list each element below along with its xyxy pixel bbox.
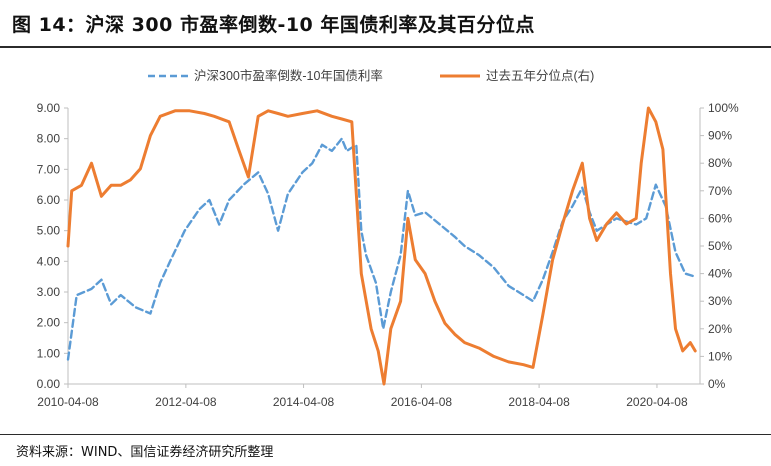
x-tick-label: 2014-04-08	[273, 395, 335, 409]
y-left-tick-label: 6.00	[37, 193, 61, 207]
legend-label: 沪深300市盈率倒数-10年国债利率	[194, 68, 383, 83]
y-left-tick-label: 2.00	[37, 316, 61, 330]
y-right-tick-label: 50%	[708, 239, 732, 253]
y-left-tick-label: 3.00	[37, 285, 61, 299]
y-left-tick-label: 7.00	[37, 162, 61, 176]
y-right-tick-label: 0%	[708, 377, 726, 391]
y-left-tick-label: 5.00	[37, 224, 61, 238]
source-note: 资料来源：WIND、国信证券经济研究所整理	[16, 445, 274, 460]
y-right-tick-label: 10%	[708, 349, 732, 363]
y-right-tick-label: 20%	[708, 322, 732, 336]
y-right-tick-label: 60%	[708, 211, 732, 225]
y-left-tick-label: 0.00	[37, 377, 61, 391]
x-tick-label: 2010-04-08	[37, 395, 99, 409]
figure-footer: 资料来源：WIND、国信证券经济研究所整理	[0, 434, 771, 466]
x-tick-label: 2020-04-08	[626, 395, 688, 409]
legend-label: 过去五年分位点(右)	[486, 68, 594, 83]
y-left-tick-label: 1.00	[37, 346, 61, 360]
y-left-tick-label: 8.00	[37, 132, 61, 146]
figure-header: 图 14：沪深 300 市盈率倒数-10 年国债利率及其百分位点	[0, 0, 771, 48]
x-tick-label: 2012-04-08	[155, 395, 217, 409]
y-right-tick-label: 40%	[708, 267, 732, 281]
y-left-tick-label: 4.00	[37, 254, 61, 268]
x-tick-label: 2018-04-08	[508, 395, 570, 409]
chart: 0.00 1.00 2.00 3.00 4.00 5.00 6.00 7.00 8.00 9.00…	[37, 68, 739, 409]
y-right-tick-label: 90%	[708, 129, 732, 143]
y-left-tick-label: 9.00	[37, 101, 61, 115]
y-right-tick-label: 30%	[708, 294, 732, 308]
y-right-tick-label: 80%	[708, 156, 732, 170]
y-right-tick-label: 70%	[708, 184, 732, 198]
x-tick-label: 2016-04-08	[391, 395, 453, 409]
y-right-tick-label: 100%	[708, 101, 739, 115]
series-line-percentile	[66, 106, 697, 386]
figure-title: 图 14：沪深 300 市盈率倒数-10 年国债利率及其百分位点	[12, 14, 535, 36]
series-line-spread	[66, 137, 697, 361]
